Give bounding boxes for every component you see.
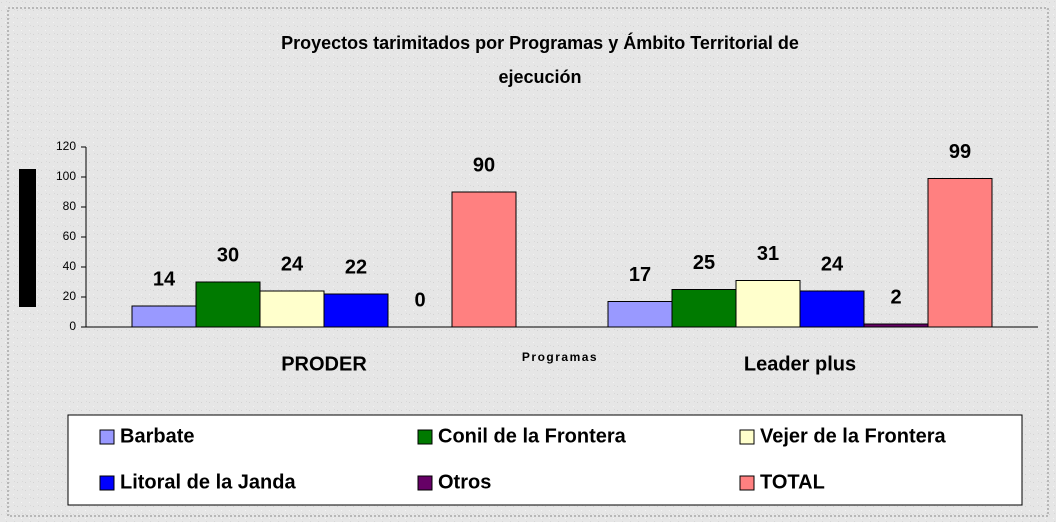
legend-swatch (99, 429, 115, 445)
legend-swatch (417, 429, 433, 445)
y-tick-label: 20 (63, 289, 77, 303)
data-label: 24 (281, 253, 304, 275)
y-tick-label: 100 (56, 169, 76, 183)
chart-title: Proyectos tarimitados por Programas y Ám… (281, 32, 799, 53)
chart-border (7, 7, 1049, 517)
bar (451, 191, 517, 328)
legend (67, 414, 1023, 506)
data-label: 14 (153, 268, 176, 290)
bar (259, 290, 325, 328)
legend-swatch (99, 475, 115, 491)
legend-label: Barbate (120, 425, 194, 447)
data-label: 17 (629, 264, 651, 286)
chart-title: ejecución (498, 67, 581, 87)
y-tick-label: 40 (63, 259, 77, 273)
y-tick-label: 0 (69, 319, 76, 333)
bar (131, 305, 197, 328)
bar (735, 280, 801, 328)
legend-label: Vejer de la Frontera (760, 425, 947, 447)
x-tick-label: PRODER (281, 353, 367, 375)
legend-swatch (739, 429, 755, 445)
data-label: 0 (414, 289, 425, 311)
y-tick-label: 60 (63, 229, 77, 243)
legend-swatch (417, 475, 433, 491)
data-label: 25 (693, 252, 715, 274)
x-axis-label: Programas (522, 350, 598, 364)
data-label: 2 (890, 286, 901, 308)
legend-label: Litoral de la Janda (120, 471, 296, 493)
y-tick-label: 120 (56, 139, 76, 153)
bar (323, 293, 389, 328)
legend-label: Otros (438, 471, 491, 493)
legend-label: TOTAL (760, 471, 825, 493)
data-label: 24 (821, 253, 844, 275)
y-tick-label: 80 (63, 199, 77, 213)
x-tick-label: Leader plus (744, 353, 856, 375)
data-label: 30 (217, 244, 239, 266)
data-label: 99 (949, 141, 971, 163)
bar (195, 281, 261, 328)
bar (671, 289, 737, 328)
bar (607, 301, 673, 328)
legend-label: Conil de la Frontera (438, 425, 627, 447)
legend-swatch (739, 475, 755, 491)
data-label: 90 (473, 154, 495, 176)
redacted-axis-title (19, 169, 36, 307)
bar (927, 178, 993, 328)
data-label: 31 (757, 243, 779, 265)
bar (799, 290, 865, 328)
data-label: 22 (345, 256, 367, 278)
